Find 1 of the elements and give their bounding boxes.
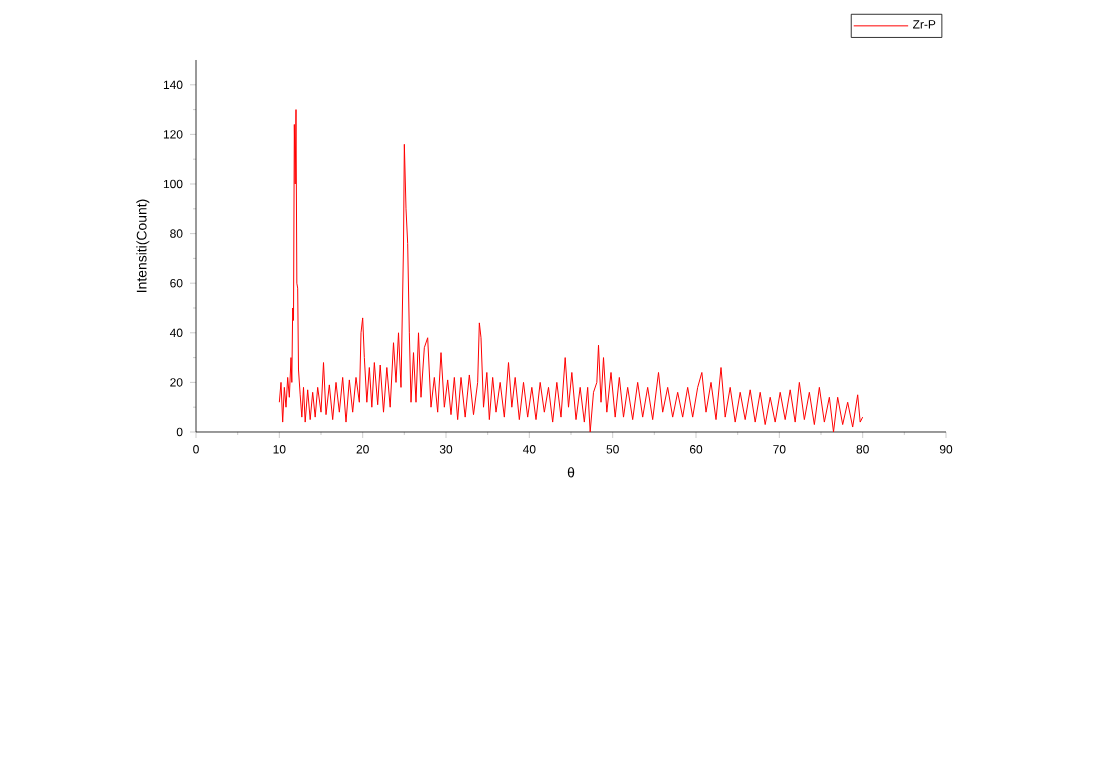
line-series — [278, 109, 864, 432]
